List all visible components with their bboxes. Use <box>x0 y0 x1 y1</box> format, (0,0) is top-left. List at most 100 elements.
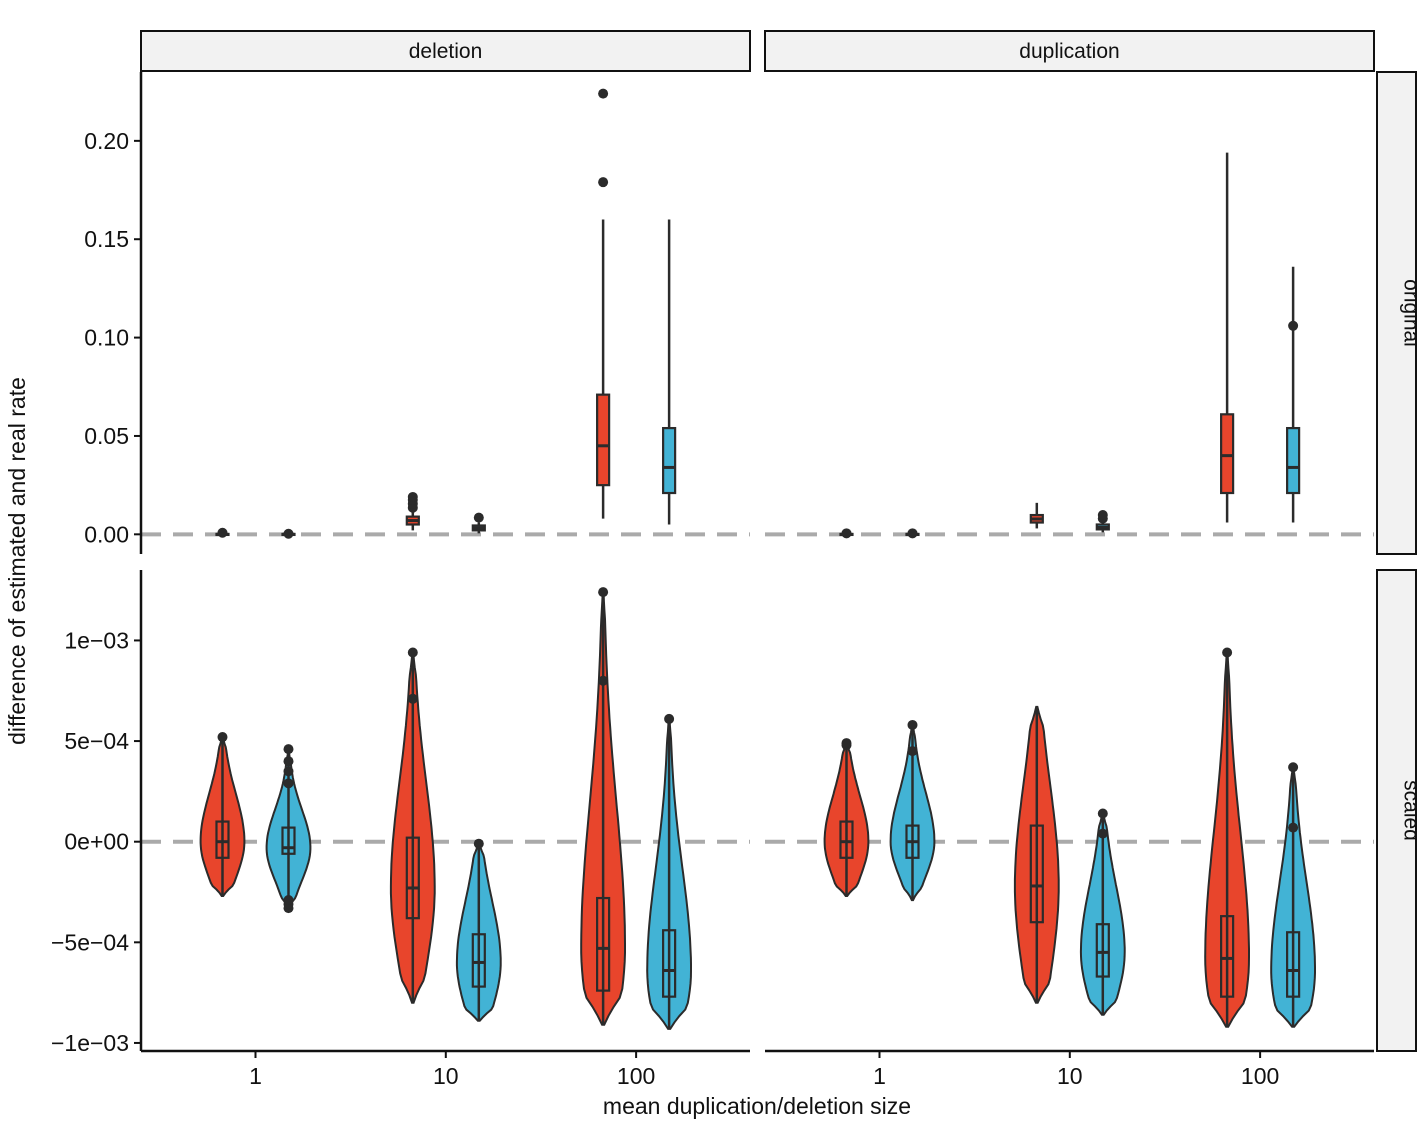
labels-layer: mean duplication/deletion size differenc… <box>4 377 911 1119</box>
group-scaled-duplication-10-B <box>1079 808 1126 1016</box>
y-axis-title: difference of estimated and real rate <box>4 377 30 745</box>
outlier-scaled-deletion-10-B-0 <box>473 838 484 849</box>
outlier-scaled-deletion-100-A-0 <box>598 675 609 686</box>
outlier-scaled-deletion-1-B-4 <box>283 766 294 777</box>
box-original-duplication-100-B <box>1286 426 1301 495</box>
outlier-scaled-deletion-1-B-5 <box>283 756 294 767</box>
facet-label-scaled: scaled <box>1400 780 1417 841</box>
axes-layer: 0.00 0.05 0.10 0.15 0.20 −1e−03 −5e−04 0e+00 5e−… <box>51 72 1374 1089</box>
group-original-deletion-10-A <box>405 491 420 531</box>
outlier-original-deletion-1-B-0 <box>283 528 294 539</box>
outlier-original-deletion-100-A-1 <box>598 88 609 99</box>
group-scaled-deletion-100-B <box>646 713 692 1030</box>
group-scaled-duplication-100-B <box>1270 762 1316 1028</box>
outlier-scaled-deletion-10-A-0 <box>407 693 418 704</box>
outlier-original-deletion-10-B-0 <box>473 512 484 523</box>
x-tick-label-duplication-10: 10 <box>1057 1063 1083 1089</box>
box-scaled-deletion-1-B <box>281 826 296 855</box>
x-tick-label-duplication-100: 100 <box>1241 1063 1279 1089</box>
outlier-scaled-duplication-1-B-0 <box>907 746 918 757</box>
group-original-deletion-100-B <box>662 219 677 525</box>
box-original-deletion-100-B <box>662 426 677 495</box>
facet-strip-scaled <box>1376 569 1417 1052</box>
box-original-deletion-100-A <box>596 393 611 487</box>
outlier-scaled-deletion-100-B-0 <box>664 713 675 724</box>
outlier-scaled-duplication-1-A-1 <box>841 738 852 749</box>
group-scaled-deletion-1-A <box>199 732 246 897</box>
outlier-scaled-deletion-1-B-3 <box>283 778 294 789</box>
outlier-original-duplication-1-A-0 <box>841 528 852 539</box>
facet-strip-duplication <box>764 30 1375 72</box>
outlier-scaled-deletion-1-B-6 <box>283 744 294 755</box>
y-tick-label-original-0: 0.00 <box>84 521 129 547</box>
panel-original-duplication <box>839 152 1301 539</box>
group-scaled-deletion-1-B <box>265 744 312 914</box>
group-original-duplication-100-A <box>1220 152 1235 523</box>
marks-layer <box>141 88 1374 1030</box>
outlier-scaled-deletion-1-B-2 <box>283 895 294 906</box>
facet-label-duplication: duplication <box>1019 40 1119 63</box>
group-scaled-duplication-10-A <box>1013 705 1060 1004</box>
group-original-duplication-1-A <box>839 528 854 539</box>
panel-original-deletion <box>215 88 677 539</box>
outlier-original-duplication-100-B-0 <box>1288 320 1299 331</box>
outlier-scaled-deletion-10-A-1 <box>407 647 418 658</box>
x-tick-label-deletion-1: 1 <box>249 1063 262 1089</box>
x-tick-label-deletion-10: 10 <box>433 1063 459 1089</box>
group-original-duplication-10-A <box>1029 502 1044 529</box>
box-original-duplication-100-A <box>1220 413 1235 495</box>
box-scaled-deletion-1-A <box>215 820 230 859</box>
panel-scaled-duplication <box>823 647 1316 1028</box>
x-tick-label-deletion-100: 100 <box>617 1063 655 1089</box>
box-scaled-duplication-100-B <box>1286 931 1301 998</box>
y-tick-label-original-1: 0.05 <box>84 423 129 449</box>
group-original-deletion-10-B <box>471 512 486 534</box>
group-original-deletion-1-B <box>281 528 296 539</box>
y-tick-label-original-2: 0.10 <box>84 325 129 351</box>
y-tick-label-scaled-3: 5e−04 <box>64 728 129 754</box>
outlier-original-duplication-1-B-0 <box>907 528 918 539</box>
outlier-scaled-duplication-10-B-0 <box>1097 828 1108 839</box>
group-scaled-duplication-1-A <box>823 738 870 897</box>
group-scaled-deletion-10-A <box>389 647 436 1004</box>
outlier-scaled-duplication-1-B-1 <box>907 719 918 730</box>
group-scaled-deletion-100-A <box>580 587 626 1026</box>
facet-label-original: original <box>1400 279 1417 347</box>
box-scaled-duplication-10-A <box>1029 824 1044 924</box>
outlier-scaled-duplication-10-B-1 <box>1097 808 1108 819</box>
group-original-duplication-1-B <box>905 528 920 539</box>
box-scaled-deletion-10-B <box>471 933 486 988</box>
group-scaled-duplication-1-B <box>889 719 936 902</box>
outlier-original-deletion-10-A-3 <box>407 491 418 502</box>
outlier-original-deletion-100-A-0 <box>598 177 609 188</box>
facet-strip-original <box>1376 71 1417 555</box>
y-tick-label-scaled-2: 0e+00 <box>64 829 129 855</box>
group-original-deletion-1-A <box>215 527 230 538</box>
outlier-scaled-deletion-1-A-0 <box>217 732 228 743</box>
box-scaled-duplication-100-A <box>1220 915 1235 998</box>
outlier-scaled-duplication-100-B-1 <box>1288 762 1299 773</box>
box-scaled-duplication-1-A <box>839 820 854 859</box>
group-scaled-deletion-10-B <box>455 838 502 1022</box>
y-tick-label-scaled-4: 1e−03 <box>64 627 129 653</box>
group-scaled-duplication-100-A <box>1204 647 1250 1028</box>
x-axis-title: mean duplication/deletion size <box>603 1093 911 1119</box>
box-scaled-deletion-100-B <box>662 929 677 998</box>
group-original-deletion-100-A <box>596 88 611 519</box>
y-tick-label-scaled-0: −1e−03 <box>51 1030 129 1056</box>
y-tick-label-original-4: 0.20 <box>84 128 129 154</box>
outlier-original-duplication-10-B-1 <box>1097 510 1108 521</box>
panel-scaled-deletion <box>199 587 692 1030</box>
outlier-scaled-deletion-100-A-1 <box>598 587 609 598</box>
outlier-original-deletion-1-A-0 <box>217 527 228 538</box>
x-tick-label-duplication-1: 1 <box>873 1063 886 1089</box>
outlier-scaled-duplication-100-B-0 <box>1288 822 1299 833</box>
group-original-duplication-10-B <box>1095 510 1110 533</box>
box-scaled-deletion-100-A <box>596 896 611 992</box>
box-scaled-deletion-10-A <box>405 836 420 920</box>
outlier-scaled-duplication-100-A-0 <box>1222 647 1233 658</box>
facet-strip-deletion <box>140 30 751 72</box>
y-tick-label-original-3: 0.15 <box>84 226 129 252</box>
box-scaled-duplication-10-B <box>1095 923 1110 978</box>
